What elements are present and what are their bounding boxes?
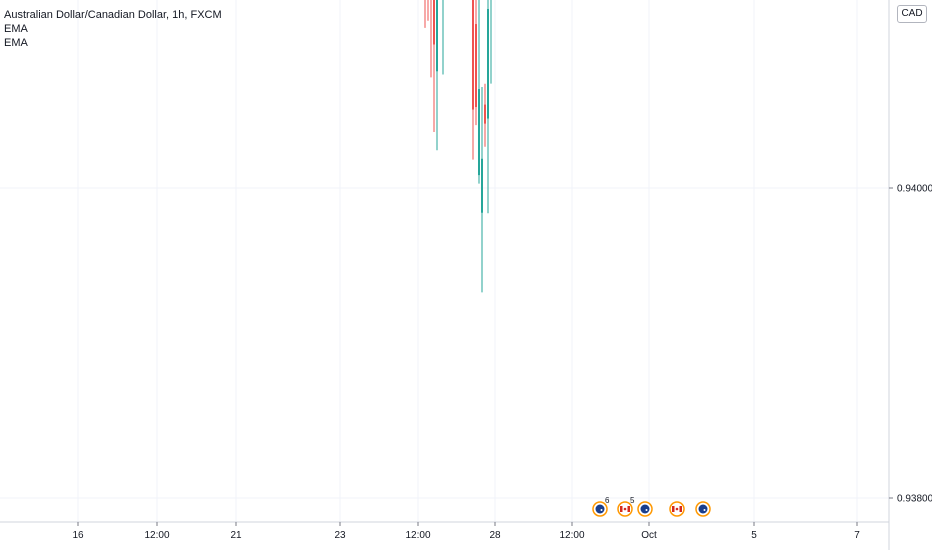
event-count: 6 (605, 496, 610, 505)
candle-body (481, 158, 483, 213)
x-tick-label: 21 (230, 530, 242, 541)
flag-band (627, 506, 630, 512)
x-tick-label: 7 (854, 530, 860, 541)
candles (424, 0, 492, 293)
candle-body (487, 9, 489, 119)
flag-band (672, 506, 675, 512)
x-tick-label: 16 (72, 530, 84, 541)
x-tick-label: Oct (641, 530, 657, 541)
y-tick-label: 0.93800 (897, 494, 932, 505)
price-axis: 0.93800 0.94000 (889, 184, 932, 505)
candle-body (484, 104, 486, 124)
aud-flag-icon (595, 504, 605, 514)
aud-flag-icon (640, 504, 650, 514)
candle-body (436, 0, 438, 72)
flag-leaf (623, 507, 627, 511)
x-tick-label: 23 (334, 530, 346, 541)
chart-title: Australian Dollar/Canadian Dollar, 1h, F… (4, 9, 222, 21)
event-count: 5 (630, 496, 635, 505)
chart-grid (0, 0, 889, 522)
candle-body (478, 89, 480, 176)
x-tick-label: 28 (489, 530, 501, 541)
flag-star (703, 509, 706, 511)
x-tick-label: 5 (751, 530, 757, 541)
flag-leaf (675, 507, 679, 511)
aud-flag-icon (698, 504, 708, 514)
candle-body (472, 0, 474, 110)
x-tick-label: 12:00 (144, 530, 169, 541)
x-tick-label: 12:00 (405, 530, 430, 541)
axes (0, 0, 890, 550)
candle-body (475, 24, 477, 108)
ema-legend-2: EMA (4, 37, 28, 49)
candle-body (433, 0, 435, 45)
x-tick-label: 12:00 (559, 530, 584, 541)
flag-star (645, 509, 648, 511)
chart-legend: Australian Dollar/Canadian Dollar, 1h, F… (4, 8, 222, 50)
flag-band (679, 506, 682, 512)
flag-band (620, 506, 623, 512)
ema-legend-1: EMA (4, 23, 28, 35)
time-axis: 16 12:00 21 23 12:00 28 12:00 Oct 5 7 (72, 522, 860, 541)
flag-star (600, 509, 603, 511)
y-tick-label: 0.94000 (897, 184, 932, 195)
currency-label[interactable]: CAD (897, 5, 927, 23)
